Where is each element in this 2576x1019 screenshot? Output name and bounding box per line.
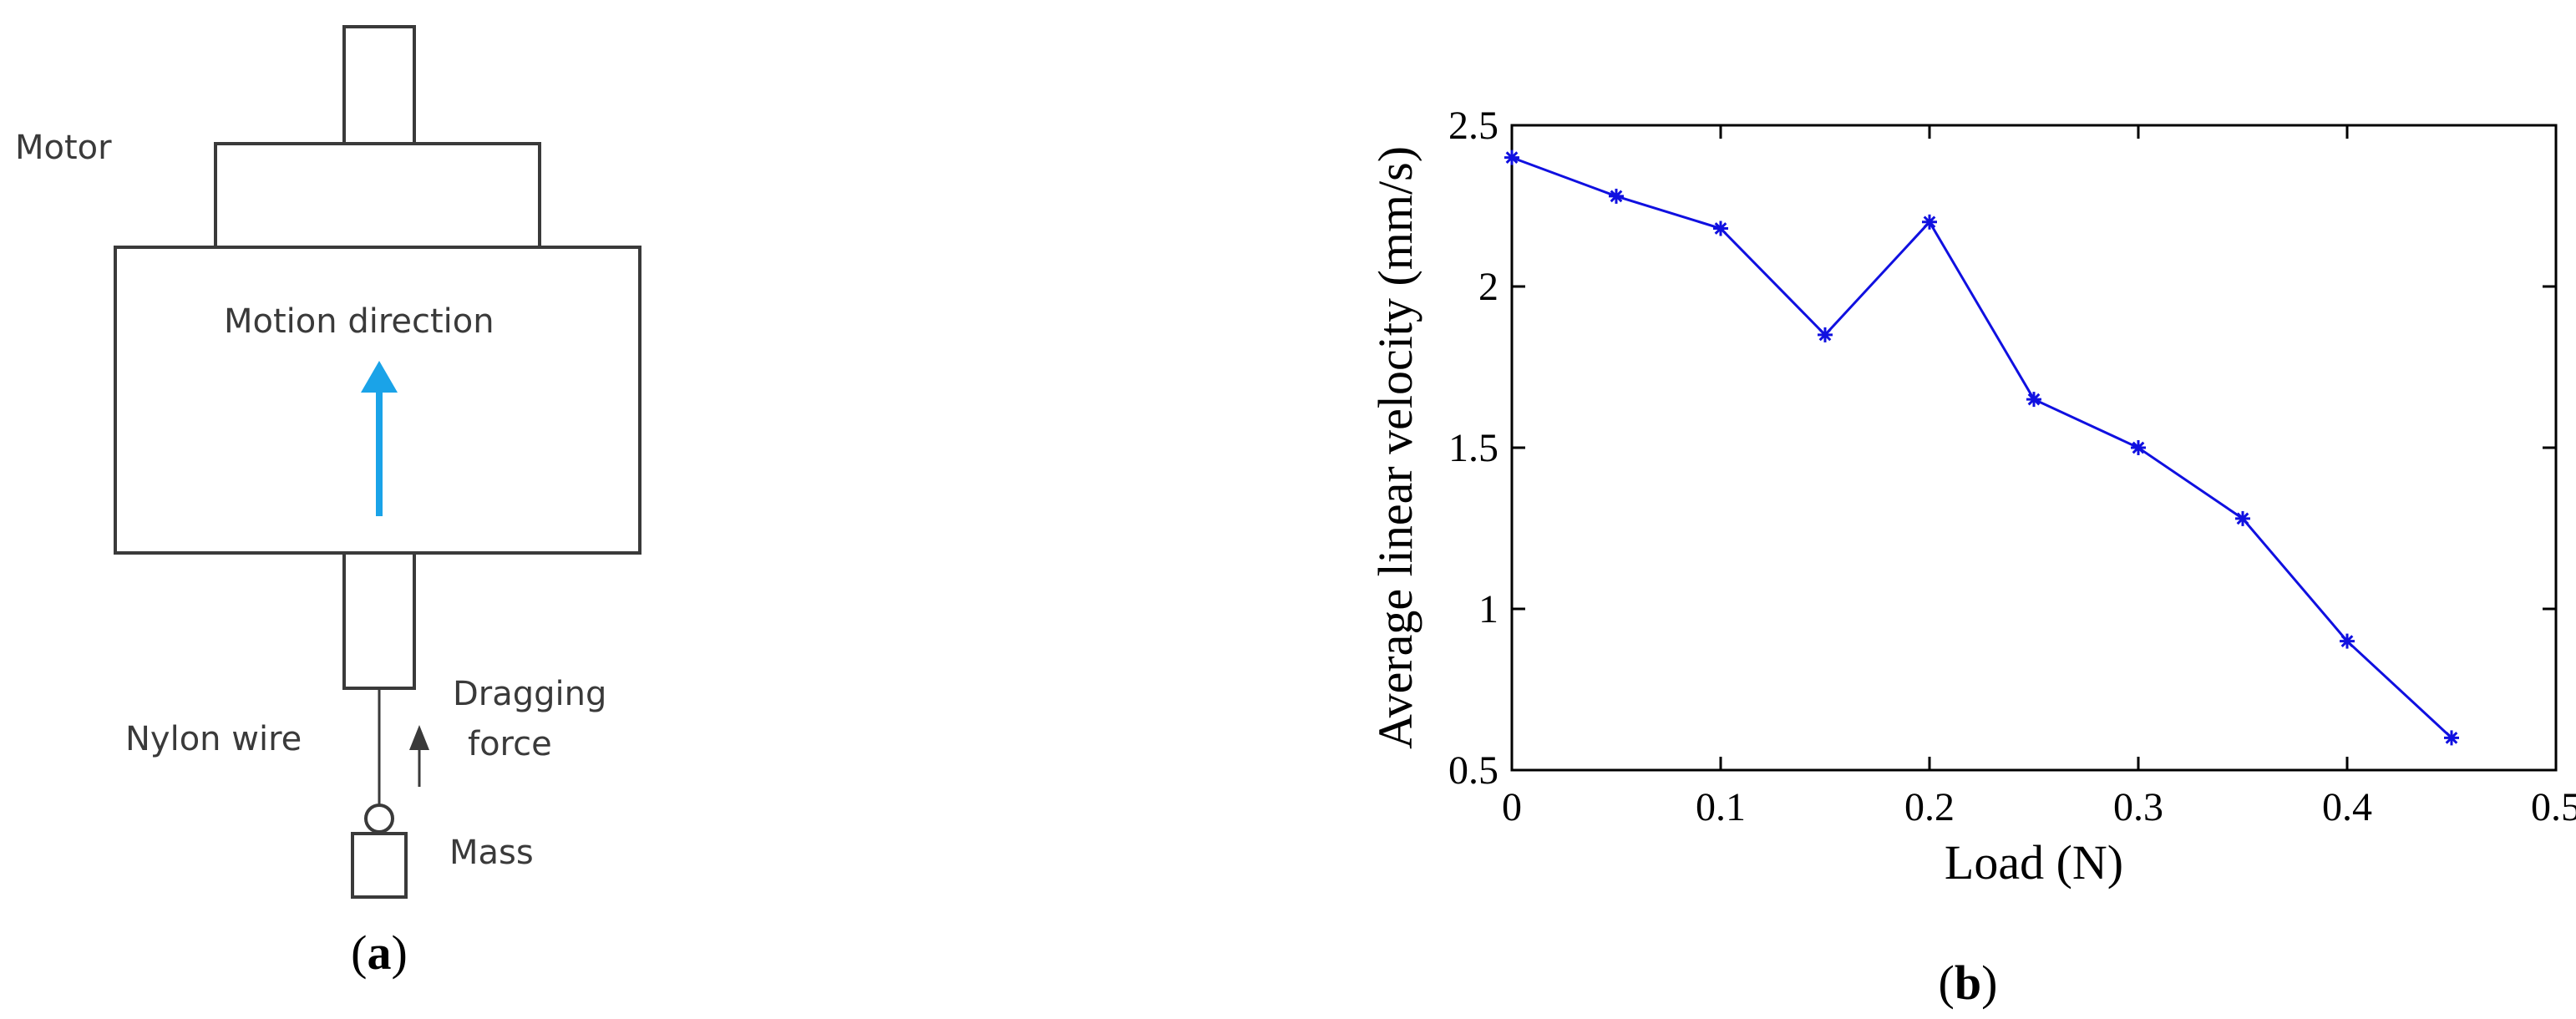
panel-a-label: (a) xyxy=(351,925,408,980)
data-point-marker xyxy=(1922,214,1937,230)
x-axis-label: Load (N) xyxy=(1945,835,2123,890)
data-point-marker xyxy=(2444,730,2459,746)
nylon-wire-label: Nylon wire xyxy=(125,720,302,758)
force-label: force xyxy=(468,725,552,763)
y-axis-label: Average linear velocity (mm/s) xyxy=(1368,146,1422,749)
motor-top-shaft xyxy=(342,25,416,145)
y-tick-label: 1.5 xyxy=(1448,426,1498,470)
mass-block xyxy=(351,832,408,899)
series-line xyxy=(1511,156,2453,739)
data-point-marker xyxy=(1818,327,1833,342)
data-point-marker xyxy=(2131,440,2146,455)
dragging-force-arrow-head xyxy=(409,725,429,750)
y-axis-ticks: 0.5 1 1.5 2 2.5 xyxy=(1448,104,2556,793)
x-tick-label: 0.2 xyxy=(1904,785,1955,829)
panel-a-diagram: Motor Motion direction Nylon wire Draggi… xyxy=(15,25,641,980)
plot-frame xyxy=(1510,124,2558,772)
mass-label: Mass xyxy=(449,834,534,872)
x-tick-label: 0.4 xyxy=(2322,785,2372,829)
motion-direction-label: Motion direction xyxy=(224,302,494,341)
x-tick-label: 0.5 xyxy=(2531,785,2576,829)
motion-direction-arrow-head xyxy=(361,361,398,393)
series-markers xyxy=(1504,150,2459,746)
panel-b-label: (b) xyxy=(1939,956,1998,1010)
motor-label: Motor xyxy=(15,129,112,167)
y-tick-label: 1 xyxy=(1478,587,1498,631)
x-tick-label: 0.3 xyxy=(2113,785,2163,829)
data-point-marker xyxy=(2235,510,2250,526)
data-point-marker xyxy=(1504,150,1519,165)
motor-bottom-shaft xyxy=(342,551,416,690)
dragging-label: Dragging xyxy=(453,675,606,713)
y-tick-label: 0.5 xyxy=(1448,748,1498,793)
y-tick-label: 2.5 xyxy=(1448,104,1498,148)
data-point-marker xyxy=(2026,392,2041,408)
x-axis-ticks: 0 0.1 0.2 0.3 0.4 0.5 xyxy=(1502,125,2576,829)
data-point-marker xyxy=(1713,221,1728,236)
y-tick-label: 2 xyxy=(1478,265,1498,309)
motor-cap xyxy=(214,142,541,249)
panel-b-chart: 0 0.1 0.2 0.3 0.4 0.5 0.5 1 1.5 2 2.5 Load (N) Av… xyxy=(1368,104,2576,1010)
data-point-marker xyxy=(1609,188,1624,204)
wire-ring xyxy=(364,804,394,834)
data-point-marker xyxy=(2340,633,2355,649)
x-tick-label: 0.1 xyxy=(1696,785,1746,829)
x-tick-label: 0 xyxy=(1502,785,1522,829)
